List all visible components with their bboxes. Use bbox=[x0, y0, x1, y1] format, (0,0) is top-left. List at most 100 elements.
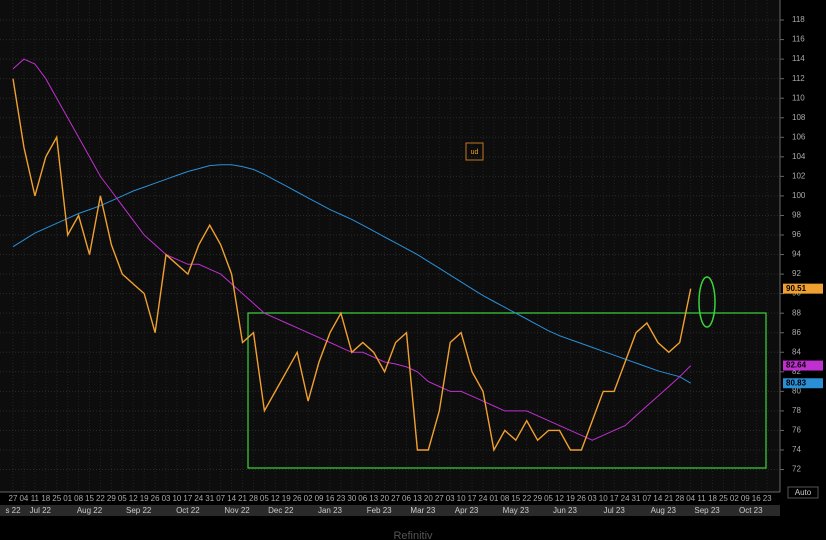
y-tick-label: 88 bbox=[792, 308, 801, 317]
x-tick-label: 19 bbox=[282, 494, 291, 503]
y-tick-label: 96 bbox=[792, 230, 801, 239]
x-tick-label: 14 bbox=[653, 494, 662, 503]
x-tick-label: 08 bbox=[74, 494, 83, 503]
y-tick-label: 98 bbox=[792, 211, 801, 220]
x-tick-label: 21 bbox=[664, 494, 673, 503]
last-value-label: 90.51 bbox=[786, 284, 807, 293]
last-value-box bbox=[783, 360, 823, 371]
last-value-box bbox=[783, 283, 823, 294]
x-tick-label: 09 bbox=[741, 494, 750, 503]
y-tick-label: 94 bbox=[792, 250, 801, 259]
month-label: Jul 23 bbox=[603, 506, 625, 515]
x-tick-label: 26 bbox=[151, 494, 160, 503]
x-tick-label: 17 bbox=[183, 494, 192, 503]
scale-mode: Auto bbox=[795, 488, 812, 497]
x-tick-label: 20 bbox=[380, 494, 389, 503]
annotation: ud bbox=[471, 149, 479, 156]
month-band bbox=[0, 505, 780, 516]
y-tick-label: 80 bbox=[792, 386, 801, 395]
x-tick-label: 10 bbox=[172, 494, 181, 503]
y-tick-label: 74 bbox=[792, 445, 801, 454]
x-tick-label: 13 bbox=[413, 494, 422, 503]
x-tick-label: 24 bbox=[621, 494, 630, 503]
x-tick-label: 15 bbox=[85, 494, 94, 503]
x-tick-label: 04 bbox=[19, 494, 28, 503]
x-tick-label: 05 bbox=[544, 494, 553, 503]
y-tick-label: 116 bbox=[792, 35, 805, 44]
x-tick-label: 16 bbox=[326, 494, 335, 503]
y-tick-label: 110 bbox=[792, 93, 805, 102]
x-tick-label: 28 bbox=[249, 494, 258, 503]
x-tick-label: 31 bbox=[632, 494, 641, 503]
x-tick-label: 10 bbox=[599, 494, 608, 503]
month-label: Aug 22 bbox=[77, 506, 103, 515]
x-tick-label: 06 bbox=[358, 494, 367, 503]
x-tick-label: 03 bbox=[588, 494, 597, 503]
x-tick-label: 28 bbox=[675, 494, 684, 503]
x-tick-label: 29 bbox=[107, 494, 116, 503]
x-tick-label: 17 bbox=[468, 494, 477, 503]
month-label: May 23 bbox=[503, 506, 530, 515]
month-label: Oct 22 bbox=[176, 506, 200, 515]
y-tick-label: 86 bbox=[792, 328, 801, 337]
y-tick-label: 102 bbox=[792, 171, 806, 180]
watermark: Refinitiv bbox=[393, 530, 433, 540]
x-tick-label: 18 bbox=[41, 494, 50, 503]
x-tick-label: 29 bbox=[533, 494, 542, 503]
x-tick-label: 27 bbox=[9, 494, 18, 503]
series-line bbox=[12, 164, 691, 384]
x-tick-label: 15 bbox=[511, 494, 520, 503]
series-line bbox=[12, 78, 692, 453]
x-tick-label: 22 bbox=[96, 494, 105, 503]
y-tick-label: 104 bbox=[792, 152, 806, 161]
x-tick-label: 11 bbox=[31, 494, 40, 503]
x-tick-label: 12 bbox=[555, 494, 564, 503]
x-tick-label: 08 bbox=[500, 494, 509, 503]
x-tick-label: 26 bbox=[293, 494, 302, 503]
x-tick-label: 30 bbox=[347, 494, 356, 503]
month-label: Apr 23 bbox=[455, 506, 479, 515]
y-tick-label: 78 bbox=[792, 406, 801, 415]
x-tick-label: 17 bbox=[610, 494, 619, 503]
x-tick-label: 12 bbox=[129, 494, 138, 503]
x-tick-label: 18 bbox=[708, 494, 717, 503]
month-label: Dec 22 bbox=[268, 506, 294, 515]
y-tick-label: 92 bbox=[792, 269, 801, 278]
y-tick-label: 82 bbox=[792, 367, 801, 376]
x-tick-label: 01 bbox=[63, 494, 72, 503]
x-tick-label: 31 bbox=[205, 494, 214, 503]
x-tick-label: 01 bbox=[489, 494, 498, 503]
month-label: Oct 23 bbox=[739, 506, 763, 515]
plot-area bbox=[0, 0, 780, 492]
x-tick-label: 05 bbox=[118, 494, 127, 503]
x-tick-label: 25 bbox=[719, 494, 728, 503]
x-tick-label: 20 bbox=[424, 494, 433, 503]
month-label: Nov 22 bbox=[224, 506, 250, 515]
x-tick-label: 05 bbox=[260, 494, 269, 503]
x-tick-label: 03 bbox=[446, 494, 455, 503]
y-tick-label: 108 bbox=[792, 113, 806, 122]
y-tick-label: 112 bbox=[792, 74, 805, 83]
last-value-label: 82.64 bbox=[786, 361, 807, 370]
x-tick-label: 22 bbox=[522, 494, 531, 503]
x-tick-label: 14 bbox=[227, 494, 236, 503]
month-label: Aug 23 bbox=[651, 506, 677, 515]
x-tick-label: 26 bbox=[577, 494, 586, 503]
y-tick-label: 76 bbox=[792, 426, 801, 435]
y-tick-label: 118 bbox=[792, 15, 805, 24]
month-label: Jan 23 bbox=[318, 506, 343, 515]
month-label: Jul 22 bbox=[30, 506, 52, 515]
month-label: s 22 bbox=[5, 506, 21, 515]
x-tick-label: 19 bbox=[140, 494, 149, 503]
last-value-box bbox=[783, 378, 823, 389]
month-label: Sep 23 bbox=[694, 506, 720, 515]
scale-mode-box bbox=[787, 486, 819, 499]
x-tick-label: 02 bbox=[304, 494, 313, 503]
annotation-box bbox=[465, 142, 484, 161]
y-tick-label: 100 bbox=[792, 191, 806, 200]
x-tick-label: 07 bbox=[216, 494, 225, 503]
x-tick-label: 03 bbox=[162, 494, 171, 503]
x-tick-label: 02 bbox=[730, 494, 739, 503]
